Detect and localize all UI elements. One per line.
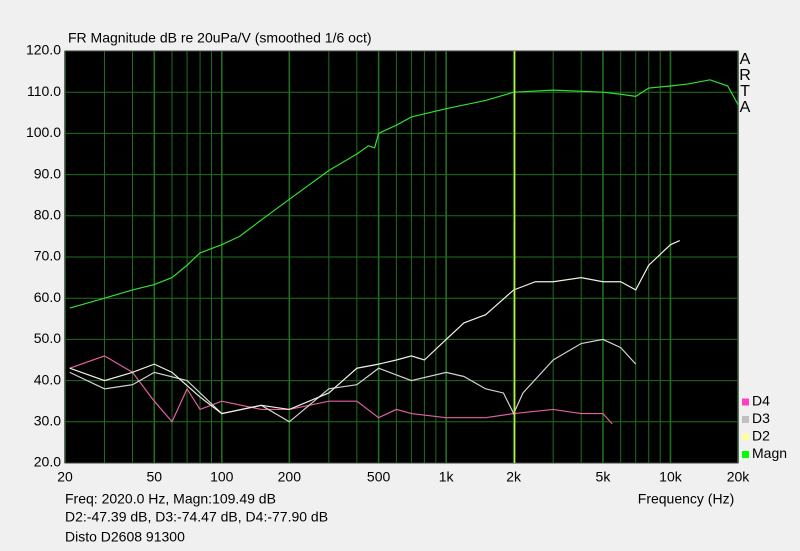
- x-tick-label: 20: [57, 469, 73, 485]
- plot-border: [64, 50, 739, 464]
- legend-label: D3: [752, 410, 770, 426]
- y-tick-label: 40.0: [34, 371, 61, 387]
- legend-swatch: [742, 416, 749, 423]
- measurement-note: Disto D2608 91300: [65, 529, 185, 545]
- y-tick-label: 70.0: [34, 248, 61, 264]
- x-tick-label: 5k: [596, 469, 612, 485]
- x-tick-label: 20k: [727, 469, 751, 485]
- x-tick-label: 200: [278, 469, 302, 485]
- x-tick-label: 500: [367, 469, 391, 485]
- x-tick-label: 100: [210, 469, 234, 485]
- x-axis-label: Frequency (Hz): [638, 491, 734, 507]
- legend-label: D4: [752, 393, 770, 409]
- y-tick-label: 20.0: [34, 454, 61, 470]
- cursor-readout: Freq: 2020.0 Hz, Magn:109.49 dB: [65, 491, 276, 507]
- series-line: [69, 355, 613, 425]
- series-line: [69, 79, 739, 309]
- legend-swatch: [742, 433, 749, 441]
- y-tick-label: 90.0: [34, 165, 61, 181]
- series-line: [69, 338, 637, 423]
- y-tick-label: 110.0: [27, 83, 61, 99]
- y-tick-label: 120.0: [26, 42, 61, 58]
- legend-swatch: [742, 398, 749, 406]
- series-line: [69, 239, 680, 415]
- brand: ARTA: [739, 51, 751, 116]
- x-tick-label: 1k: [439, 469, 455, 485]
- x-tick-label: 2k: [506, 469, 522, 485]
- distortion-readout: D2:-47.39 dB, D3:-74.47 dB, D4:-77.90 dB: [65, 509, 328, 525]
- y-tick-label: 60.0: [34, 289, 61, 305]
- legend-label: Magn: [752, 445, 787, 461]
- x-tick-label: 10k: [659, 469, 683, 485]
- y-tick-label: 100.0: [26, 124, 61, 140]
- legend-label: D2: [752, 428, 770, 444]
- legend-swatch: [742, 451, 749, 458]
- x-tick-label: 50: [146, 469, 162, 485]
- chart-title: FR Magnitude dB re 20uPa/V (smoothed 1/6…: [68, 30, 372, 46]
- y-tick-label: 50.0: [34, 330, 61, 346]
- y-tick-label: 80.0: [34, 207, 61, 223]
- y-tick-label: 30.0: [34, 413, 61, 429]
